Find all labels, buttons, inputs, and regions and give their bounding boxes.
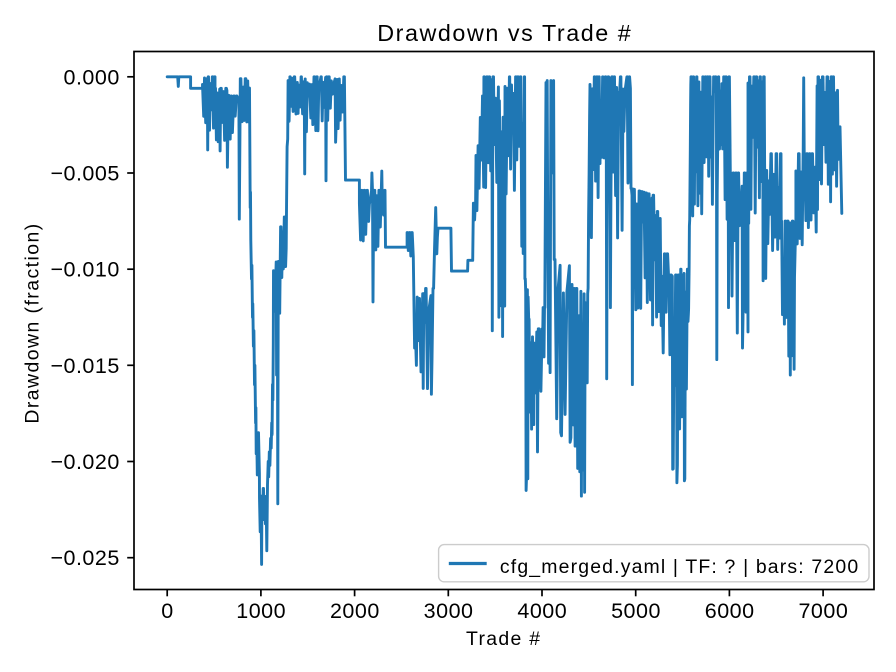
svg-text:6000: 6000 <box>705 599 755 623</box>
svg-text:−0.010: −0.010 <box>50 258 119 282</box>
svg-text:−0.025: −0.025 <box>50 546 119 570</box>
svg-text:−0.015: −0.015 <box>50 354 119 378</box>
svg-text:−0.005: −0.005 <box>50 162 119 186</box>
svg-text:−0.020: −0.020 <box>50 450 119 474</box>
svg-text:4000: 4000 <box>517 599 567 623</box>
svg-text:cfg_merged.yaml | TF: ? | bars: cfg_merged.yaml | TF: ? | bars: 7200 <box>500 556 859 578</box>
svg-text:1000: 1000 <box>236 599 286 623</box>
svg-text:5000: 5000 <box>611 599 661 623</box>
svg-text:Drawdown (fraction): Drawdown (fraction) <box>22 222 44 423</box>
svg-text:0.000: 0.000 <box>63 65 119 89</box>
svg-text:2000: 2000 <box>330 599 380 623</box>
svg-text:7000: 7000 <box>798 599 848 623</box>
svg-text:Trade #: Trade # <box>466 628 541 650</box>
svg-text:Drawdown vs Trade #: Drawdown vs Trade # <box>377 20 632 46</box>
svg-text:0: 0 <box>161 599 173 623</box>
svg-text:3000: 3000 <box>424 599 474 623</box>
